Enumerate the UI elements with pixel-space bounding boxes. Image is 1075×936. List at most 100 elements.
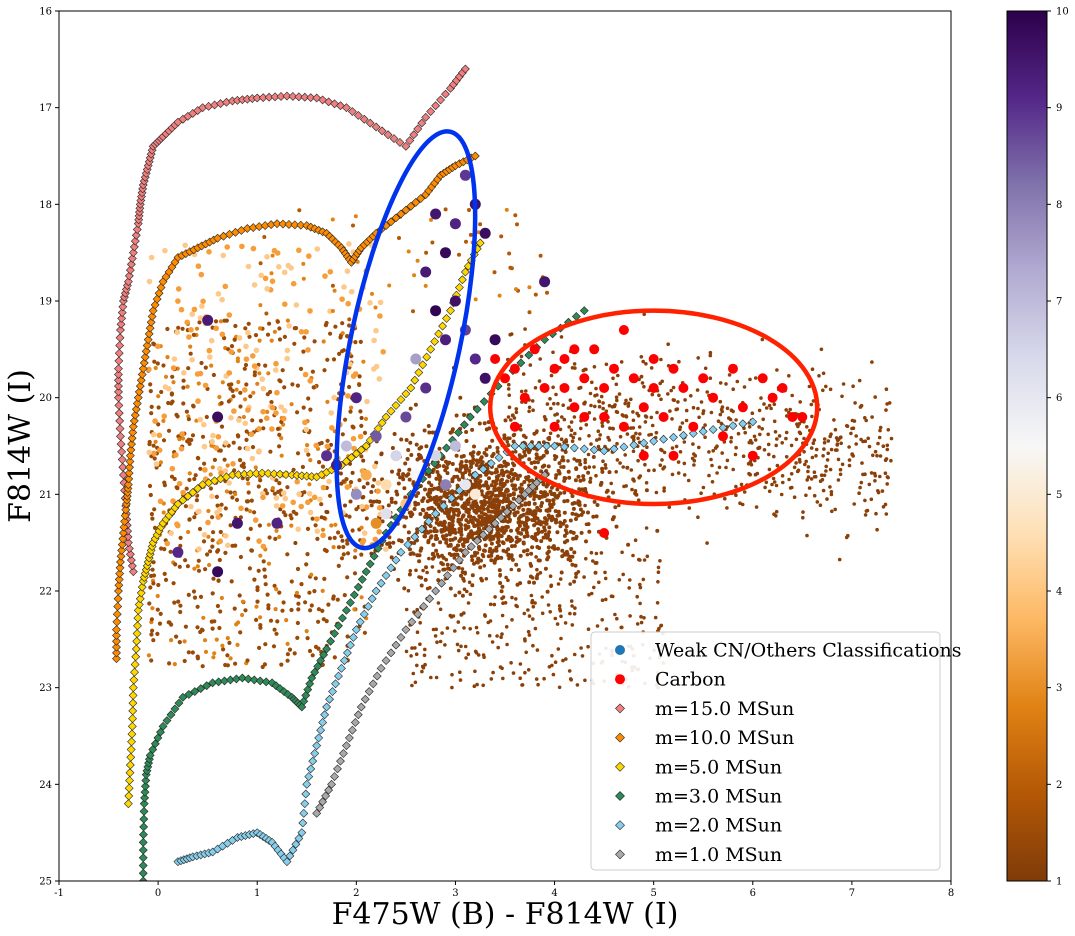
field-star — [527, 409, 531, 414]
isochrone-point — [437, 578, 446, 588]
field-star — [218, 609, 223, 614]
field-star — [514, 597, 518, 601]
field-star — [878, 428, 882, 433]
field-star — [192, 515, 197, 520]
field-star-bright — [380, 349, 387, 355]
field-star — [352, 607, 357, 612]
field-star — [279, 662, 284, 667]
field-star — [772, 512, 776, 516]
field-star — [450, 523, 455, 527]
field-star — [457, 252, 461, 257]
isochrone-m-10-0-msun — [112, 151, 480, 664]
field-star — [428, 535, 433, 540]
field-star — [263, 363, 268, 368]
field-star — [357, 478, 362, 483]
field-star — [432, 555, 437, 559]
field-star-bright — [295, 526, 302, 532]
field-star — [341, 479, 346, 484]
field-star — [591, 559, 595, 563]
field-star — [495, 446, 500, 450]
field-star-bright — [372, 463, 378, 470]
field-star — [426, 424, 431, 428]
field-star — [266, 522, 271, 527]
field-star-bright — [242, 420, 248, 427]
field-star — [555, 487, 560, 492]
field-star — [410, 683, 414, 688]
field-star — [181, 378, 186, 383]
field-star-bright — [357, 433, 364, 440]
field-star-bright — [197, 315, 204, 321]
isochrone-point — [117, 545, 127, 555]
field-star — [430, 430, 435, 435]
isochrone-point — [128, 690, 138, 700]
field-star — [475, 551, 480, 555]
field-star — [418, 548, 423, 553]
isochrone-point — [318, 797, 328, 807]
isochrone-point — [542, 441, 552, 451]
field-star — [306, 396, 311, 401]
field-star — [735, 379, 740, 384]
isochrone-point — [282, 91, 292, 101]
field-star — [658, 381, 662, 386]
field-star — [506, 387, 511, 391]
field-star — [812, 475, 817, 479]
field-star — [357, 382, 362, 387]
field-star — [550, 653, 554, 658]
field-star — [720, 451, 724, 455]
field-star — [826, 451, 830, 456]
legend-marker — [615, 674, 625, 685]
field-star — [699, 491, 703, 496]
field-star — [470, 460, 475, 465]
field-star — [650, 423, 655, 428]
isochrone-point — [193, 484, 203, 493]
isochrone-point — [114, 375, 123, 385]
field-star — [161, 510, 166, 515]
field-star-bright — [260, 385, 267, 392]
field-star — [853, 401, 857, 405]
isochrone-point — [391, 213, 401, 223]
field-star — [766, 442, 771, 447]
field-star — [437, 477, 442, 482]
field-star — [509, 478, 514, 483]
carbon-star — [559, 383, 570, 393]
field-star — [533, 292, 538, 297]
field-star — [883, 502, 888, 507]
field-star — [535, 460, 540, 465]
field-star — [430, 240, 435, 245]
isochrone-point — [376, 663, 386, 673]
field-star — [852, 502, 856, 506]
field-star — [884, 387, 889, 392]
field-star — [818, 503, 823, 508]
field-star — [421, 665, 426, 670]
field-star — [656, 565, 661, 570]
field-star — [497, 499, 502, 504]
field-star-bright — [256, 426, 262, 432]
field-star-bright — [364, 398, 370, 405]
field-star — [482, 548, 487, 553]
field-star — [152, 507, 157, 512]
isochrone-point — [708, 425, 718, 434]
field-star — [234, 497, 240, 502]
isochrone-point — [257, 468, 267, 478]
field-star — [787, 477, 791, 482]
field-star — [762, 402, 766, 406]
field-star — [828, 467, 833, 472]
field-star — [490, 454, 495, 459]
field-star — [752, 434, 757, 439]
field-star — [290, 382, 295, 387]
isochrone-point — [688, 429, 698, 438]
field-star — [162, 483, 167, 488]
carbon-star — [638, 450, 649, 461]
isochrone-point — [133, 605, 143, 615]
field-star — [526, 507, 531, 512]
isochrone-point — [678, 430, 688, 440]
field-star — [463, 523, 468, 528]
field-star-bright — [329, 425, 335, 431]
field-star — [426, 494, 431, 499]
field-star — [695, 388, 700, 392]
field-star — [845, 424, 849, 428]
field-star — [886, 428, 891, 432]
field-star — [560, 458, 564, 463]
field-star — [192, 595, 198, 600]
field-star — [568, 611, 572, 616]
